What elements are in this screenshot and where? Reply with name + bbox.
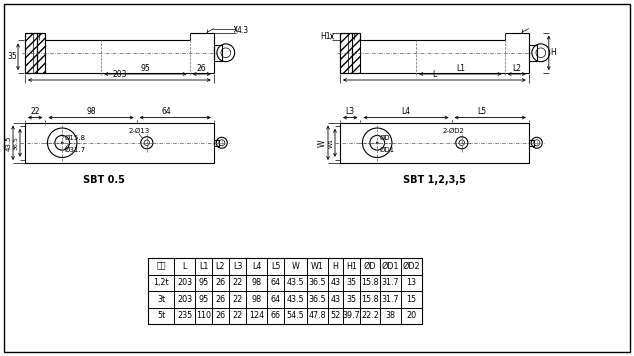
Text: 64: 64 <box>271 295 280 304</box>
Text: W1: W1 <box>329 138 334 148</box>
Text: H: H <box>550 48 556 57</box>
Text: 43.5: 43.5 <box>287 278 304 287</box>
Text: 13: 13 <box>406 278 417 287</box>
Bar <box>353 32 361 73</box>
Bar <box>214 140 219 146</box>
Text: SBT 1,2,3,5: SBT 1,2,3,5 <box>403 175 466 185</box>
Text: 98: 98 <box>252 278 262 287</box>
Text: L5: L5 <box>477 107 486 116</box>
Bar <box>214 45 222 61</box>
Text: 5t: 5t <box>157 311 165 320</box>
Text: 39.7: 39.7 <box>342 311 360 320</box>
Text: 36.5: 36.5 <box>14 136 19 150</box>
Text: L3: L3 <box>346 107 355 116</box>
Text: W: W <box>292 262 299 271</box>
Text: 98: 98 <box>252 295 262 304</box>
Text: L: L <box>432 70 437 79</box>
Text: H1: H1 <box>321 32 331 41</box>
Text: ØD: ØD <box>379 135 390 141</box>
Text: 26: 26 <box>197 64 207 73</box>
Text: 64: 64 <box>271 278 280 287</box>
Circle shape <box>376 142 378 144</box>
Text: L3: L3 <box>233 262 242 271</box>
Text: 66: 66 <box>271 311 280 320</box>
Text: 43.5: 43.5 <box>287 295 304 304</box>
Text: 54.5: 54.5 <box>287 311 304 320</box>
Text: 15: 15 <box>406 295 417 304</box>
Text: 95: 95 <box>141 64 150 73</box>
Text: 31.7: 31.7 <box>382 278 399 287</box>
Text: 22: 22 <box>233 278 243 287</box>
Text: 容量: 容量 <box>156 262 165 271</box>
Text: 124: 124 <box>249 311 264 320</box>
Text: L2: L2 <box>512 64 521 73</box>
Text: 26: 26 <box>216 278 226 287</box>
Text: SBT 0.5: SBT 0.5 <box>83 175 126 185</box>
Text: 31.7: 31.7 <box>382 295 399 304</box>
Text: 35: 35 <box>346 278 356 287</box>
Text: 4.3: 4.3 <box>236 26 249 35</box>
Text: 36.5: 36.5 <box>309 278 327 287</box>
Text: 2-ØD2: 2-ØD2 <box>443 128 465 134</box>
Text: Ø31.7: Ø31.7 <box>65 147 86 153</box>
Text: 35: 35 <box>346 295 356 304</box>
Text: 64: 64 <box>162 107 171 116</box>
Text: H1: H1 <box>346 262 357 271</box>
Text: 235: 235 <box>177 311 192 320</box>
Text: Ø15.8: Ø15.8 <box>65 135 86 141</box>
Text: ØD1: ØD1 <box>382 262 399 271</box>
Text: ØD2: ØD2 <box>403 262 420 271</box>
Text: 3t: 3t <box>157 295 165 304</box>
Text: L2: L2 <box>216 262 225 271</box>
Bar <box>25 122 214 163</box>
Text: 110: 110 <box>196 311 211 320</box>
Text: 36.5: 36.5 <box>309 295 327 304</box>
Text: 20: 20 <box>406 311 417 320</box>
Text: ØD1: ØD1 <box>379 147 394 153</box>
Text: 26: 26 <box>216 295 226 304</box>
Text: 95: 95 <box>198 295 209 304</box>
Text: 98: 98 <box>86 107 96 116</box>
Bar <box>148 258 422 324</box>
Text: 22: 22 <box>233 295 243 304</box>
Text: 43.5: 43.5 <box>6 135 12 151</box>
Text: 26: 26 <box>216 311 226 320</box>
Text: L1: L1 <box>456 64 465 73</box>
Text: 203: 203 <box>177 278 192 287</box>
Circle shape <box>61 142 63 144</box>
Text: 43: 43 <box>330 278 340 287</box>
Text: 22.2: 22.2 <box>361 311 379 320</box>
Text: W1: W1 <box>311 262 324 271</box>
Text: 2-Ø13: 2-Ø13 <box>128 128 150 134</box>
Text: 38: 38 <box>385 311 396 320</box>
Text: L5: L5 <box>271 262 280 271</box>
Text: 15.8: 15.8 <box>361 295 378 304</box>
Text: 203: 203 <box>177 295 192 304</box>
Text: ØD: ØD <box>364 262 376 271</box>
Text: L1: L1 <box>199 262 208 271</box>
Bar <box>529 45 537 61</box>
Text: 47.8: 47.8 <box>309 311 327 320</box>
Text: 43: 43 <box>330 295 340 304</box>
Text: H: H <box>333 262 339 271</box>
Text: 15.8: 15.8 <box>361 278 378 287</box>
Text: 52: 52 <box>330 311 340 320</box>
Bar <box>529 140 534 146</box>
Text: 22: 22 <box>233 311 243 320</box>
Text: L: L <box>183 262 186 271</box>
Text: 35: 35 <box>7 52 17 61</box>
Bar <box>340 32 353 73</box>
Text: L4: L4 <box>252 262 261 271</box>
Text: 203: 203 <box>112 70 127 79</box>
Bar <box>340 122 529 163</box>
Text: 22: 22 <box>30 107 40 116</box>
Text: 95: 95 <box>198 278 209 287</box>
Text: L4: L4 <box>401 107 411 116</box>
Bar <box>25 32 37 73</box>
Text: W: W <box>318 139 327 147</box>
Bar <box>37 32 46 73</box>
Text: 1,2t: 1,2t <box>153 278 169 287</box>
